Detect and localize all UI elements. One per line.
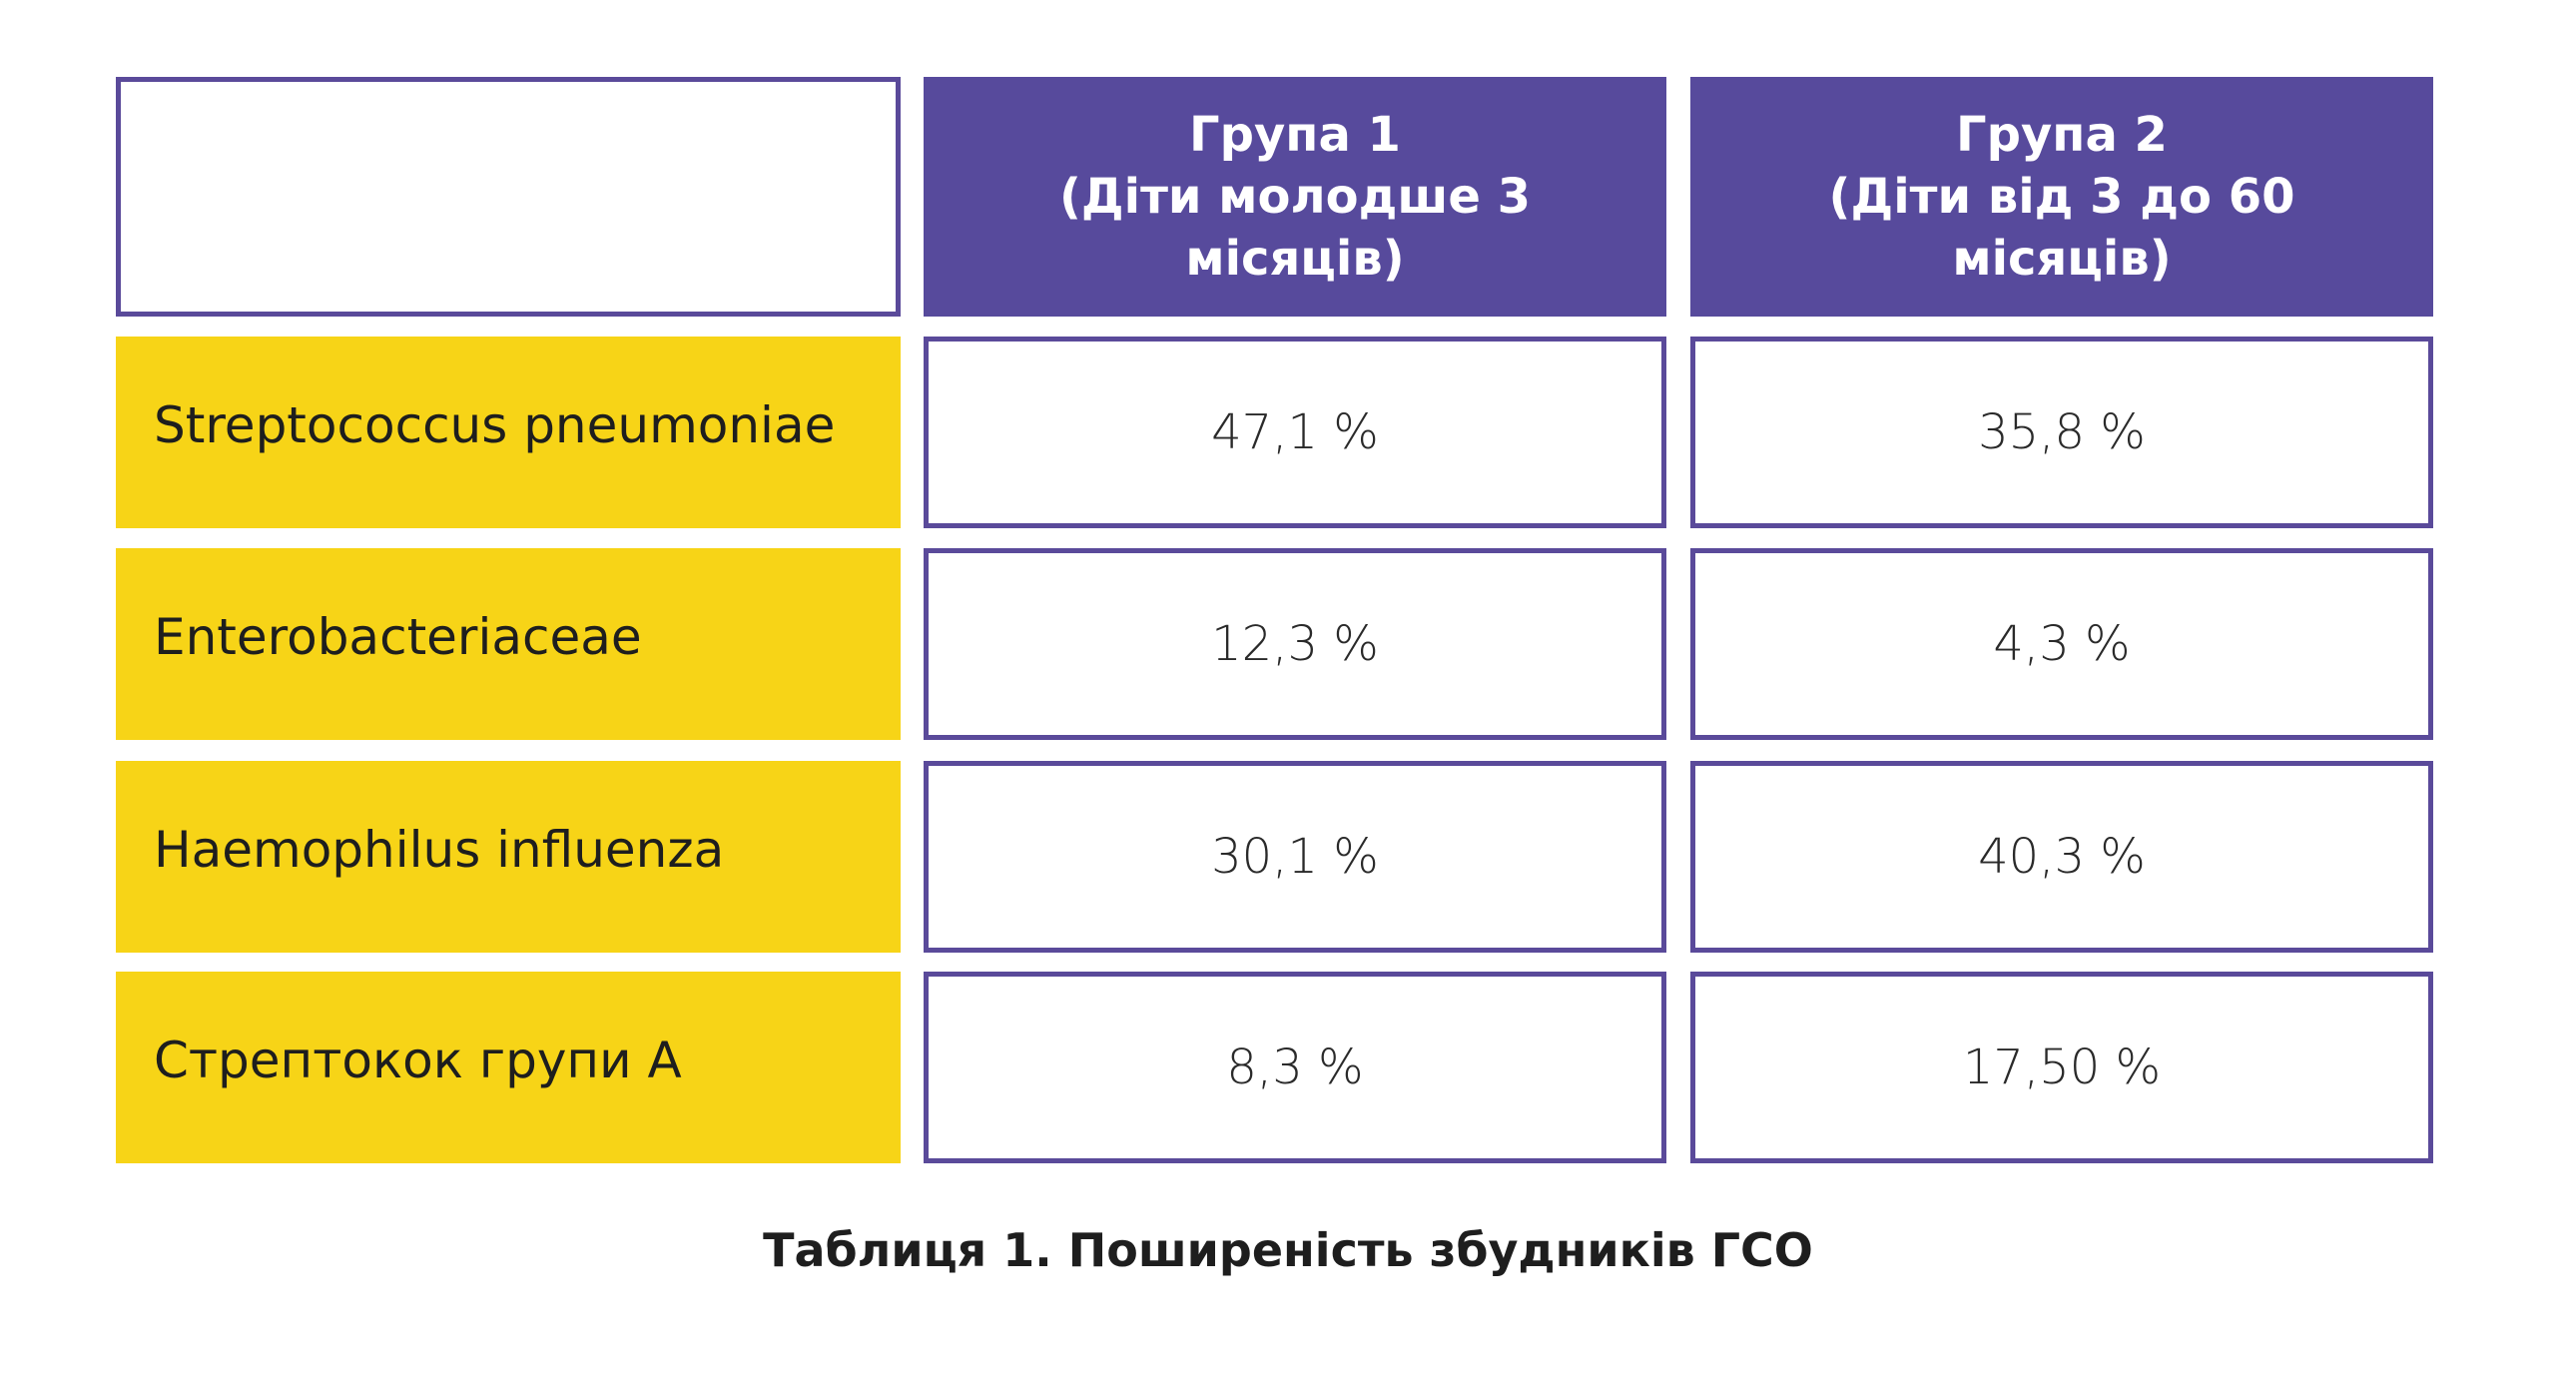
table-cell-group-2: 35,8 % [1690,337,2433,528]
header-subtitle: місяців) [1185,231,1405,287]
column-header-group-1: Група 1 (Діти молодше 3 місяців) [924,77,1666,317]
table-cell-group-2: 4,3 % [1690,548,2433,740]
table-corner-cell [116,77,901,317]
table-cell-group-1: 8,3 % [924,972,1666,1163]
header-title: Група 2 [1956,107,2168,163]
column-header-group-2: Група 2 (Діти від 3 до 60 місяців) [1690,77,2433,317]
header-subtitle: місяців) [1952,231,2172,287]
table-caption: Таблиця 1. Поширеність збудників ГСО [763,1223,1813,1277]
row-label-haemophilus-influenza: Haemophilus influenza [116,761,901,953]
table-cell-group-1: 47,1 % [924,337,1666,528]
row-label-enterobacteriaceae: Enterobacteriaceae [116,548,901,740]
table-cell-group-2: 17,50 % [1690,972,2433,1163]
table-cell-group-1: 12,3 % [924,548,1666,740]
row-label-streptococcus-pneumoniae: Streptococcus pneumoniae [116,337,901,528]
header-subtitle: (Діти молодше 3 [1058,169,1532,225]
table-cell-group-2: 40,3 % [1690,761,2433,953]
row-label-streptococcus-group-a: Стрептокок групи А [116,972,901,1163]
header-subtitle: (Діти від 3 до 60 [1828,169,2295,225]
table-cell-group-1: 30,1 % [924,761,1666,953]
header-title: Група 1 [1189,107,1401,163]
